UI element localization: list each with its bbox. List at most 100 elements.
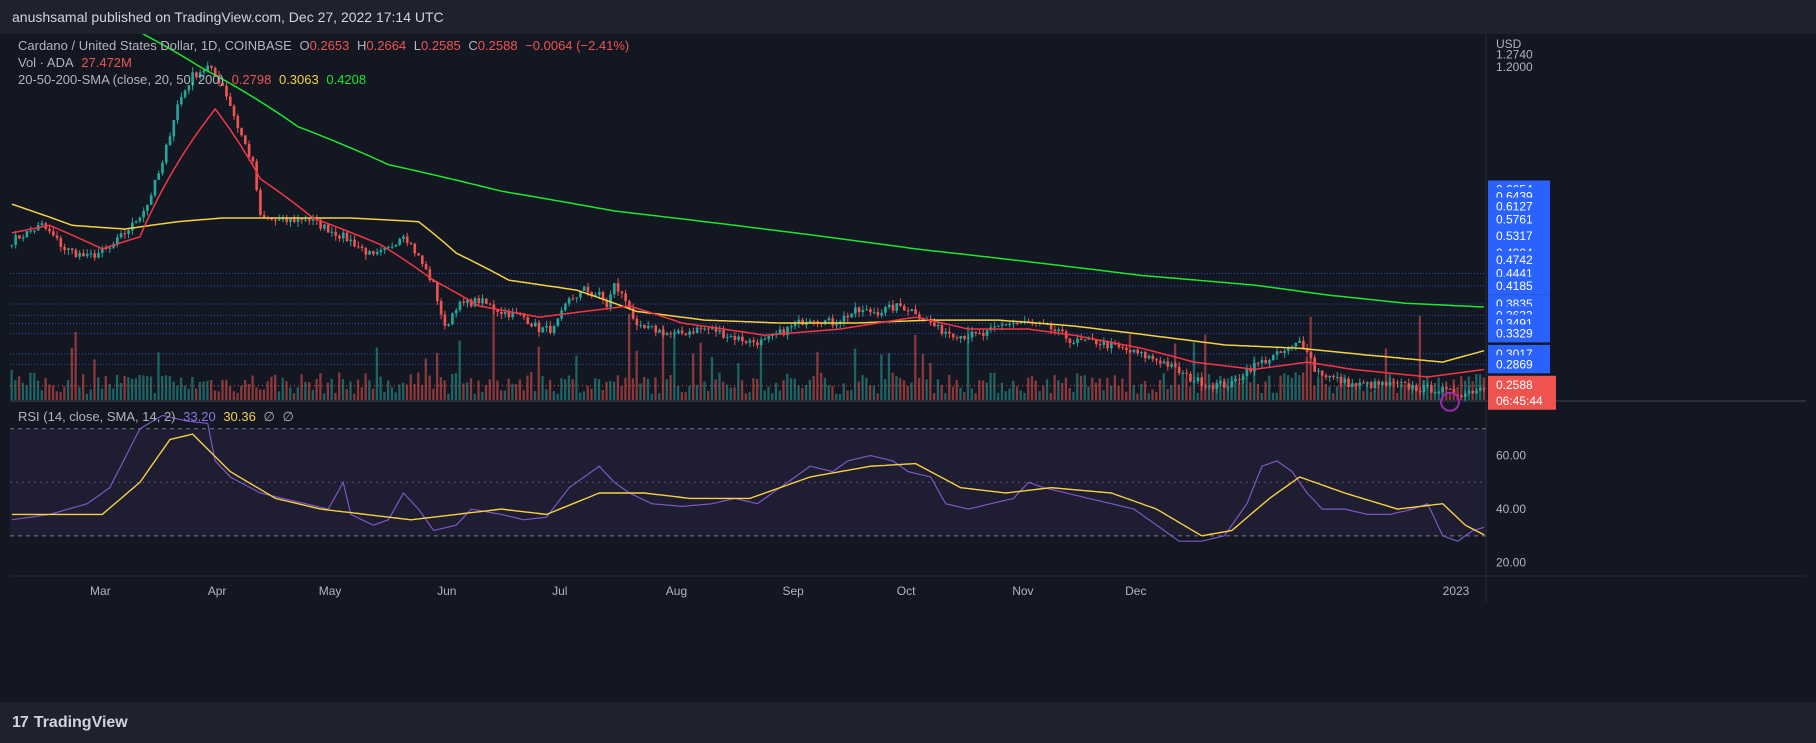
- candle-body: [763, 338, 767, 340]
- volume-bar: [443, 380, 446, 400]
- candle-body: [492, 304, 496, 310]
- volume-bar: [447, 393, 450, 400]
- candle-body: [895, 303, 899, 311]
- volume-bar: [225, 379, 228, 400]
- sma20-line: [11, 107, 1485, 378]
- volume-bar: [266, 381, 269, 400]
- volume-bar: [1230, 376, 1233, 400]
- candle-body: [586, 286, 590, 293]
- volume-bar: [853, 348, 857, 400]
- candle-body: [1268, 359, 1271, 364]
- volume-bar: [1000, 382, 1004, 400]
- volume-bar: [707, 391, 710, 400]
- time-axis-label: Aug: [666, 584, 687, 598]
- volume-bar: [767, 386, 770, 400]
- candle-body: [1328, 375, 1332, 378]
- volume-bar: [59, 392, 62, 400]
- legend-sma200: 0.4208: [326, 72, 367, 87]
- tradingview-logo[interactable]: 17 TradingView: [12, 714, 128, 732]
- candle-body: [579, 290, 582, 298]
- candle-body: [236, 116, 240, 129]
- candle-body: [910, 309, 914, 312]
- volume-bar: [213, 390, 217, 400]
- volume-bar: [375, 347, 378, 400]
- candle-body: [1128, 350, 1132, 353]
- volume-bar: [243, 380, 247, 400]
- volume-bar: [130, 378, 134, 400]
- rsi-scale-label: 20.00: [1496, 556, 1526, 570]
- candle-body: [1309, 352, 1313, 358]
- legend-volume: Vol · ADA 27.472M: [18, 55, 136, 70]
- candle-body: [172, 120, 176, 137]
- candle-body: [484, 298, 488, 304]
- candle-body: [997, 325, 1000, 327]
- volume-bar: [198, 381, 202, 400]
- volume-bar: [496, 380, 499, 400]
- candle-body: [1245, 368, 1249, 377]
- volume-bar: [948, 374, 951, 400]
- volume-bar: [1381, 382, 1384, 400]
- price-scale-tag-bg: [1488, 250, 1550, 269]
- currency-label: USD: [1496, 37, 1522, 51]
- volume-bar: [364, 373, 367, 400]
- candle-body: [82, 252, 85, 257]
- candle-body: [1079, 338, 1083, 340]
- legend-high: 0.2664: [366, 38, 407, 53]
- volume-bar: [1475, 374, 1478, 400]
- volume-bar: [639, 383, 642, 400]
- volume-bar: [168, 376, 171, 400]
- candle-body: [628, 301, 631, 309]
- candle-body: [1467, 391, 1471, 394]
- candle-body: [420, 255, 424, 265]
- volume-bar: [10, 369, 13, 400]
- candle-body: [1256, 363, 1260, 365]
- candle-body: [217, 75, 221, 84]
- candle-body: [1140, 351, 1143, 354]
- volume-bar: [1324, 383, 1327, 400]
- legend-rsi-value: 33.20: [183, 409, 216, 424]
- volume-bar: [210, 380, 213, 400]
- volume-bar: [488, 379, 491, 400]
- candle-body: [899, 303, 902, 306]
- volume-bar: [564, 379, 567, 400]
- candle-body: [733, 335, 737, 340]
- volume-bar: [1366, 383, 1369, 400]
- candle-body: [545, 325, 548, 328]
- candle-body: [624, 293, 627, 302]
- chart-frame[interactable]: 1.27401.20000.66540.64390.61270.57610.53…: [10, 34, 1806, 702]
- candle-body: [914, 309, 917, 315]
- volume-bar: [379, 376, 382, 400]
- candle-body: [582, 286, 586, 291]
- candle-body: [1433, 392, 1437, 394]
- volume-bar: [1008, 388, 1011, 400]
- candle-body: [940, 324, 944, 334]
- candle-body: [289, 218, 292, 222]
- candle-body: [1452, 389, 1456, 395]
- volume-bar: [669, 375, 672, 400]
- volume-bar: [1121, 378, 1124, 400]
- volume-bar: [451, 373, 454, 400]
- candle-body: [853, 307, 857, 314]
- legend-vol-value: 27.472M: [81, 55, 132, 70]
- candle-body: [966, 337, 970, 339]
- volume-bar: [157, 352, 160, 400]
- candle-body: [119, 233, 123, 238]
- price-scale-label: 0.5761: [1496, 212, 1533, 226]
- candle-body: [970, 331, 974, 338]
- volume-bar: [424, 358, 427, 400]
- legend-rsi-sma: 30.36: [223, 409, 256, 424]
- candle-body: [89, 253, 93, 255]
- candle-body: [1136, 349, 1140, 354]
- candle-body: [1249, 368, 1252, 372]
- chart-canvas[interactable]: 1.27401.20000.66540.64390.61270.57610.53…: [10, 34, 1806, 702]
- candle-body: [319, 220, 322, 229]
- volume-bar: [1087, 386, 1090, 400]
- candle-body: [1019, 322, 1023, 324]
- volume-bar: [1350, 388, 1354, 400]
- volume-bar: [123, 375, 126, 400]
- volume-bar: [1072, 391, 1075, 400]
- volume-bar: [70, 347, 74, 400]
- candle-body: [823, 320, 827, 325]
- candle-body: [861, 310, 865, 313]
- volume-bar: [307, 382, 311, 400]
